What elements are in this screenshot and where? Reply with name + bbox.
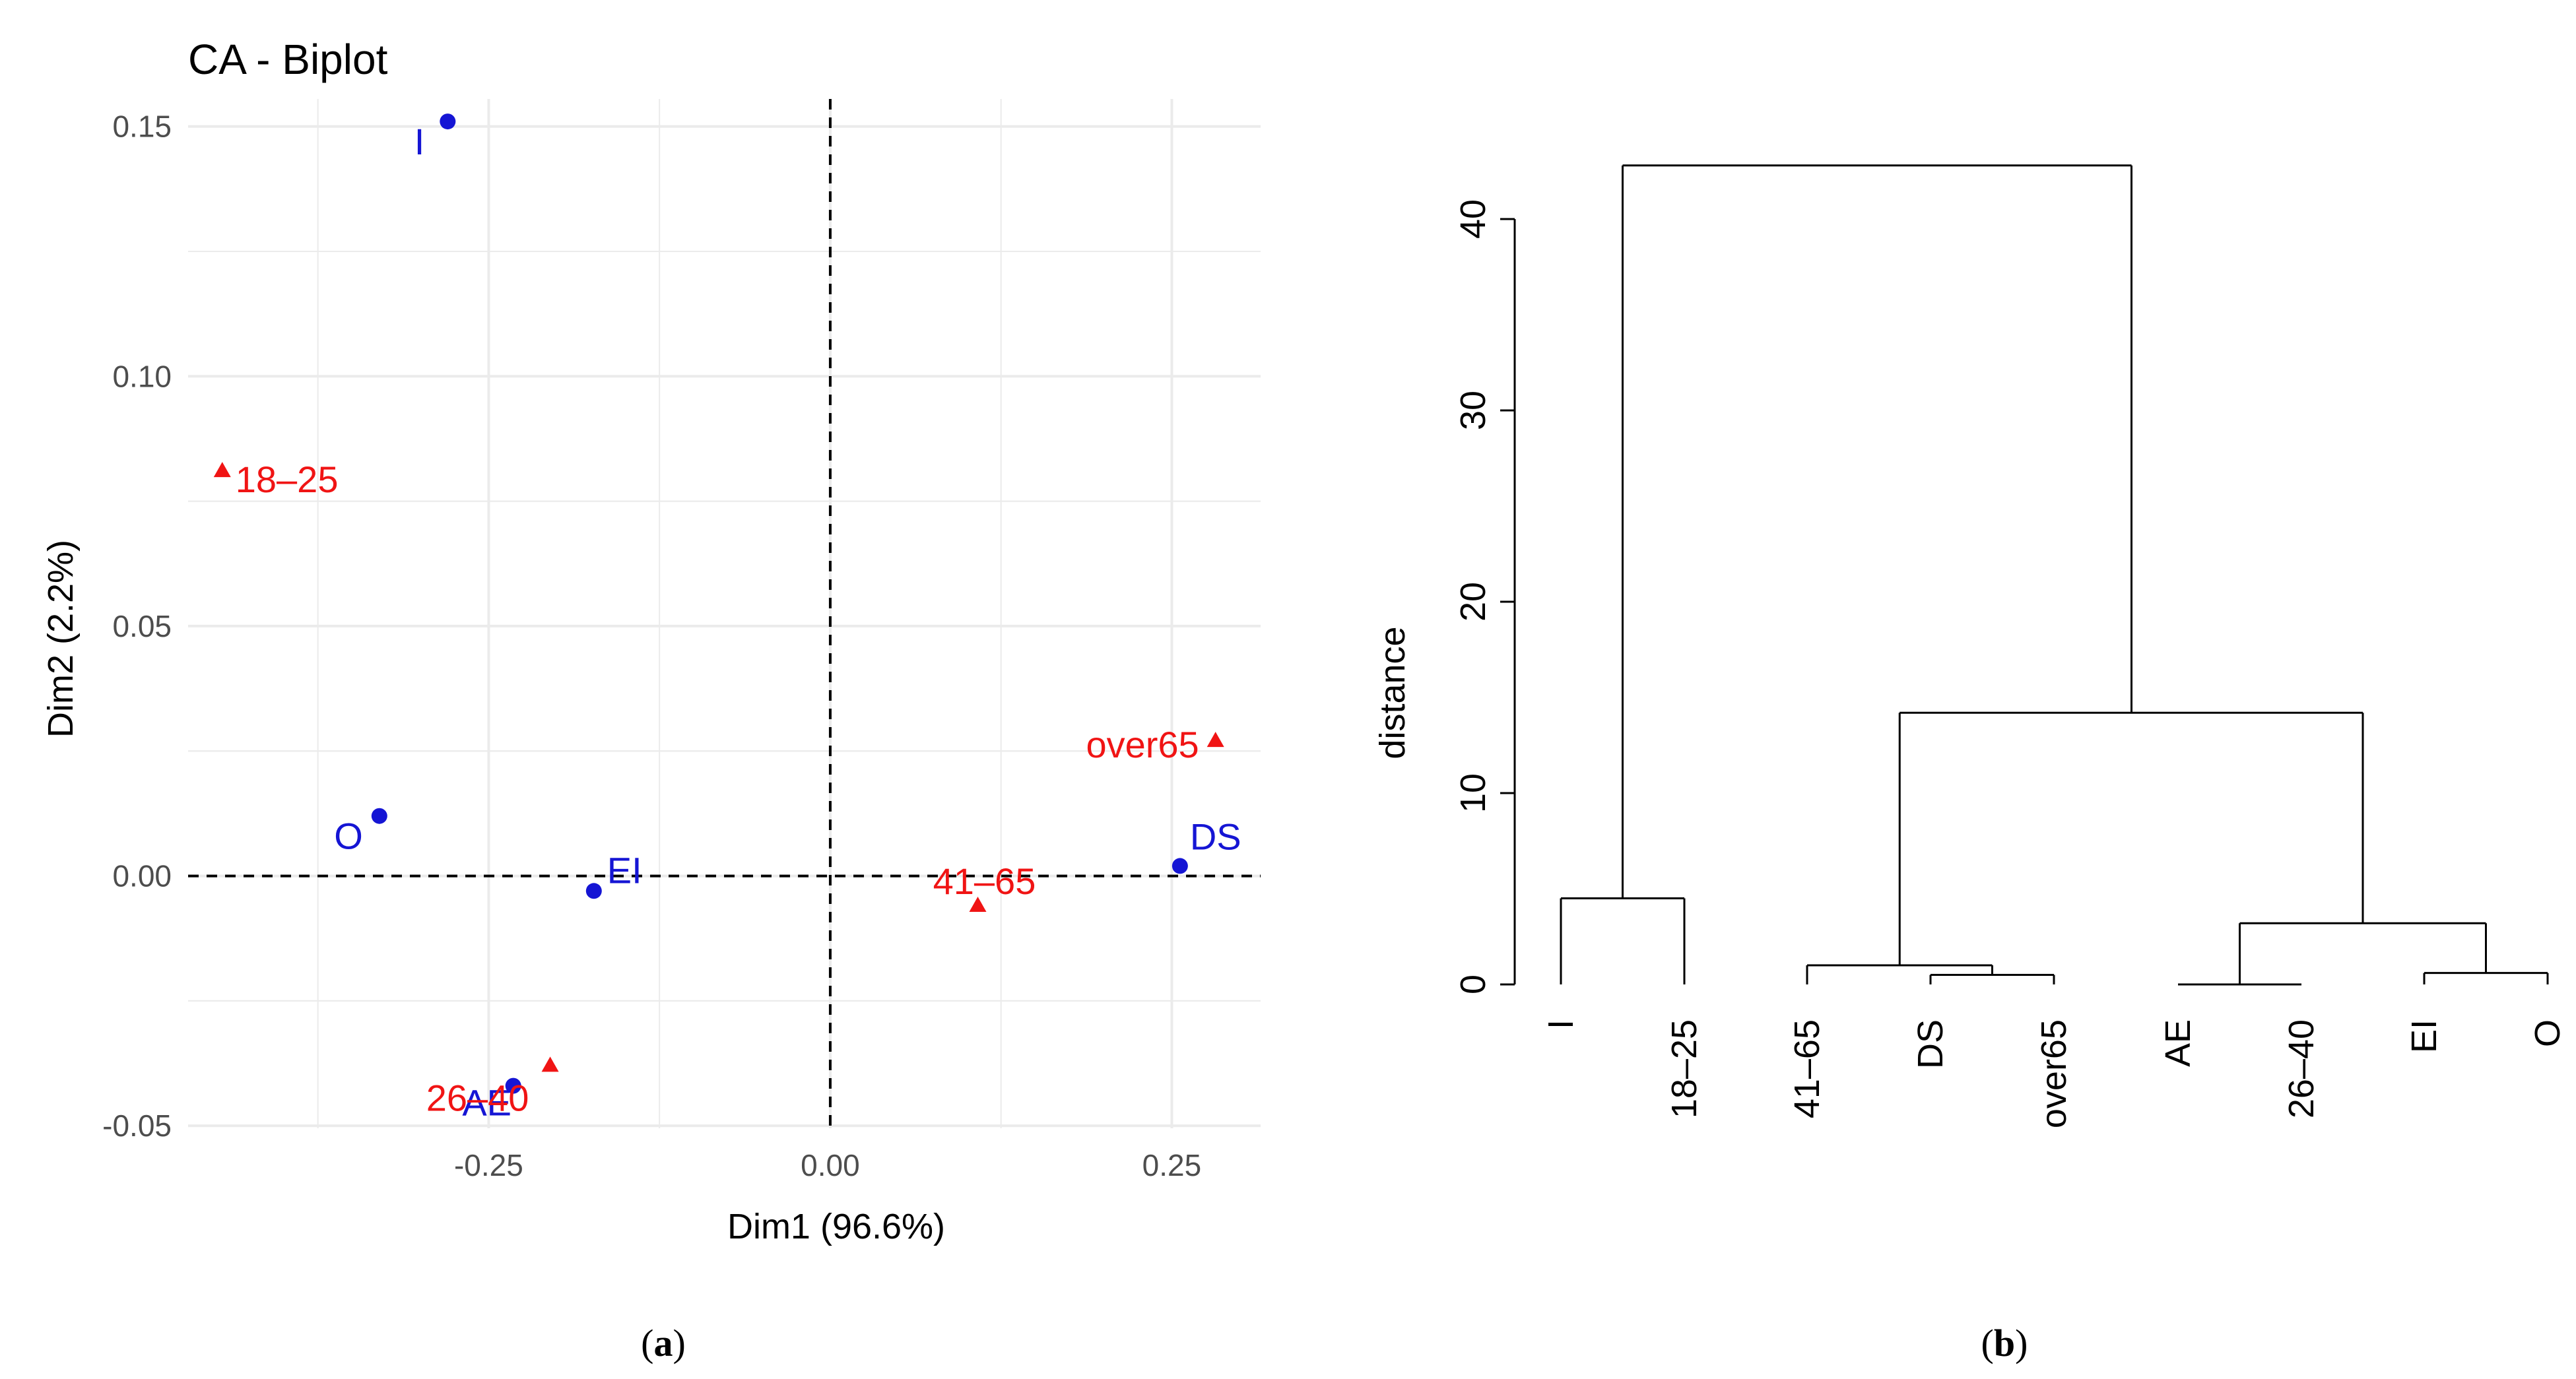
- biplot-y-ticks: -0.05 0.00 0.05 0.10 0.15: [102, 110, 172, 1143]
- caption-a: (a): [641, 1322, 686, 1364]
- dendrogram-y-tick-label: 0: [1453, 975, 1493, 994]
- biplot-y-tick-label: 0.00: [112, 859, 172, 893]
- biplot-x-tick-label: 0.00: [801, 1148, 860, 1182]
- leaf-label-over65: over65: [2034, 1019, 2074, 1128]
- biplot-points: I O EI AE DS 18–25 26–40 41–65 over65: [213, 113, 1241, 1124]
- caption-b: (b): [1981, 1322, 2028, 1364]
- biplot-y-axis-label: Dim2 (2.2%): [41, 540, 81, 738]
- leaf-label-ae: AE: [2158, 1019, 2198, 1067]
- column-point-over65: [1206, 732, 1224, 748]
- row-point-o: [371, 808, 387, 824]
- row-point-ds: [1172, 858, 1188, 874]
- point-label-26-40: 26–40: [426, 1077, 529, 1118]
- dendrogram-leaf-labels: I 18–25 41–65 DS over65 AE 26–40 EI O: [1541, 1019, 2567, 1128]
- row-point-ae: [505, 1077, 521, 1094]
- biplot-gridlines: [188, 99, 1261, 1128]
- biplot-x-tick-label: -0.25: [454, 1148, 523, 1182]
- dendrogram-tree: [1560, 164, 2549, 986]
- column-point-18-25: [213, 462, 231, 478]
- leaf-label-18-25: 18–25: [1665, 1019, 1704, 1118]
- biplot-title: CA - Biplot: [188, 36, 388, 83]
- point-label-ae: AE: [462, 1082, 512, 1124]
- dendrogram-y-tick-label: 40: [1453, 199, 1493, 239]
- point-label-18-25: 18–25: [236, 459, 339, 500]
- dendrogram-y-tick-label: 20: [1453, 582, 1493, 622]
- column-point-26-40: [541, 1056, 559, 1072]
- point-label-o: O: [334, 816, 363, 857]
- point-label-over65: over65: [1086, 724, 1199, 765]
- point-label-ei: EI: [607, 849, 642, 891]
- point-label-i: I: [414, 121, 425, 162]
- biplot-y-tick-label: 0.05: [112, 609, 172, 643]
- dendrogram-y-axis: 0 10 20 30 40: [1453, 199, 1516, 994]
- leaf-label-i: I: [1541, 1019, 1581, 1029]
- biplot-x-ticks: -0.25 0.00 0.25: [454, 1148, 1201, 1182]
- biplot-x-axis-label: Dim1 (96.6%): [727, 1207, 945, 1246]
- biplot-y-tick-label: 0.10: [112, 359, 172, 393]
- row-point-ei: [585, 883, 602, 899]
- point-label-ds: DS: [1190, 816, 1241, 857]
- row-point-i: [440, 113, 456, 130]
- biplot-reference-lines: [188, 99, 1261, 1128]
- ca-biplot-panel: CA - Biplot -0.25 0.00 0.25 -0.05 0.00 0.05 0…: [41, 36, 1261, 1246]
- leaf-label-26-40: 26–40: [2282, 1019, 2321, 1118]
- dendrogram-y-tick-label: 10: [1453, 773, 1493, 813]
- column-point-41-65: [969, 897, 987, 913]
- dendrogram-y-tick-label: 30: [1453, 391, 1493, 430]
- biplot-x-tick-label: 0.25: [1142, 1148, 1202, 1182]
- biplot-y-tick-label: 0.15: [112, 110, 172, 144]
- dendrogram-y-axis-label: distance: [1373, 626, 1412, 759]
- leaf-label-ei: EI: [2404, 1019, 2444, 1053]
- biplot-y-tick-label: -0.05: [102, 1108, 172, 1143]
- leaf-label-o: O: [2528, 1019, 2567, 1047]
- point-label-41-65: 41–65: [933, 860, 1036, 902]
- leaf-label-41-65: 41–65: [1787, 1019, 1827, 1118]
- leaf-label-ds: DS: [1911, 1019, 1950, 1069]
